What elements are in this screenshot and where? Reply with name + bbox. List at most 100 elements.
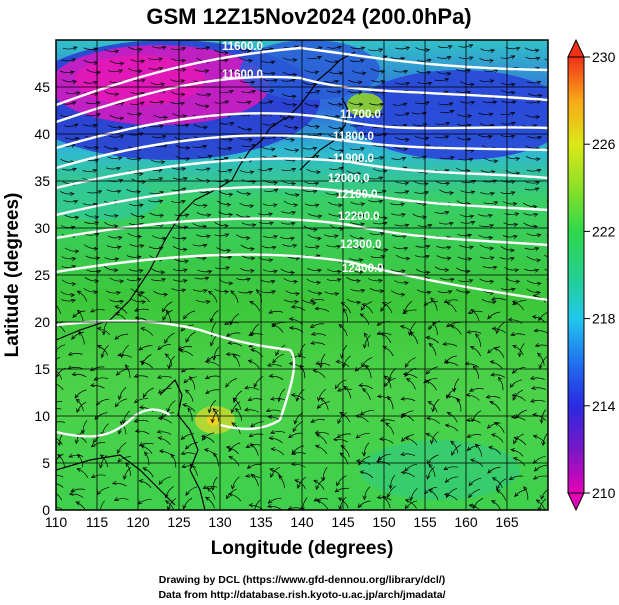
- streamline-arrow: [355, 458, 361, 463]
- streamline-arrow: [122, 475, 127, 480]
- streamline-arrow: [207, 408, 212, 414]
- streamline: [284, 124, 299, 129]
- streamline-arrow: [57, 441, 62, 447]
- streamline: [235, 234, 250, 239]
- streamline: [282, 57, 297, 61]
- streamline-arrow: [358, 383, 363, 388]
- streamline: [487, 422, 501, 429]
- streamline: [94, 377, 109, 381]
- streamline: [445, 487, 458, 498]
- streamline: [246, 444, 261, 448]
- streamline-arrow: [117, 458, 122, 463]
- streamline-arrow: [467, 257, 473, 262]
- streamline-arrow: [270, 447, 276, 452]
- streamline-arrow: [557, 235, 561, 238]
- streamline: [443, 466, 458, 471]
- streamline: [148, 125, 164, 128]
- streamline: [465, 363, 480, 368]
- streamline: [254, 499, 261, 510]
- streamline-arrow: [486, 424, 492, 429]
- streamline: [244, 409, 259, 413]
- streamline-arrow: [337, 387, 342, 392]
- streamline-arrow: [265, 408, 271, 413]
- streamline: [280, 222, 296, 225]
- streamline-arrow: [380, 307, 385, 313]
- y-tick-label: 40: [34, 126, 50, 142]
- y-tick-label: 25: [34, 267, 50, 283]
- streamline-arrow: [535, 499, 541, 504]
- streamline-arrow: [315, 485, 320, 491]
- streamline-arrow: [511, 393, 517, 398]
- streamline-arrow: [166, 408, 171, 413]
- streamline-arrow: [541, 441, 546, 447]
- streamline-arrow: [90, 308, 95, 313]
- streamline: [134, 419, 149, 423]
- streamline: [158, 476, 172, 485]
- streamline: [339, 412, 351, 423]
- streamline: [189, 376, 196, 390]
- streamline-arrow: [140, 326, 145, 331]
- x-tick-label: 125: [167, 514, 191, 530]
- streamline-arrow: [270, 60, 276, 65]
- streamline: [436, 71, 451, 75]
- streamline: [351, 70, 366, 74]
- streamline-arrow: [232, 397, 238, 402]
- streamline-arrow: [118, 179, 124, 183]
- streamline: [480, 191, 495, 195]
- streamline-arrow: [317, 291, 323, 296]
- streamline-arrow: [404, 467, 409, 472]
- streamline-arrow: [510, 287, 516, 292]
- streamline-arrow: [185, 491, 190, 496]
- streamline-arrow: [510, 248, 516, 253]
- streamline: [64, 137, 80, 140]
- streamline: [427, 454, 439, 464]
- streamline: [479, 123, 494, 127]
- streamline-arrow: [268, 167, 273, 172]
- streamline-arrow: [228, 212, 233, 217]
- streamline-arrow: [246, 71, 252, 76]
- streamline-arrow: [290, 304, 296, 309]
- streamline-arrow: [314, 203, 320, 208]
- streamline-arrow: [444, 268, 450, 273]
- streamline-arrow: [537, 507, 542, 510]
- streamline: [310, 342, 325, 346]
- streamline: [335, 487, 349, 493]
- streamline-arrow: [532, 204, 538, 209]
- streamline-arrow: [227, 169, 233, 173]
- streamline-arrow: [97, 345, 102, 349]
- streamline-arrow: [428, 489, 434, 494]
- streamline-arrow: [94, 279, 100, 284]
- streamline-arrow: [50, 363, 53, 367]
- streamline-arrow: [205, 46, 211, 51]
- streamline-arrow: [489, 79, 495, 84]
- streamline: [171, 453, 177, 468]
- streamline: [428, 464, 436, 477]
- streamline: [61, 168, 77, 171]
- streamline: [226, 446, 239, 455]
- streamline-arrow: [515, 46, 521, 51]
- streamline-arrow: [250, 473, 256, 479]
- streamline: [181, 465, 197, 468]
- streamline-arrow: [212, 452, 218, 457]
- streamline: [271, 323, 284, 333]
- streamline-arrow: [203, 203, 208, 208]
- streamline-arrow: [444, 78, 450, 83]
- x-tick-label: 115: [86, 514, 109, 530]
- streamline: [406, 378, 416, 390]
- streamline-arrow: [468, 279, 474, 284]
- streamline: [524, 268, 539, 272]
- streamline: [157, 344, 171, 350]
- streamline-arrow: [97, 190, 103, 195]
- streamline: [492, 328, 506, 334]
- streamline-arrow: [358, 270, 364, 275]
- streamline-arrow: [183, 314, 188, 320]
- contour-label: 11700.0: [340, 109, 381, 121]
- streamline-arrow: [514, 212, 520, 217]
- streamline-arrow: [384, 382, 389, 388]
- streamline: [195, 46, 210, 50]
- streamline: [266, 409, 281, 412]
- y-tick-label: 5: [42, 455, 50, 471]
- streamline-arrow: [250, 423, 255, 428]
